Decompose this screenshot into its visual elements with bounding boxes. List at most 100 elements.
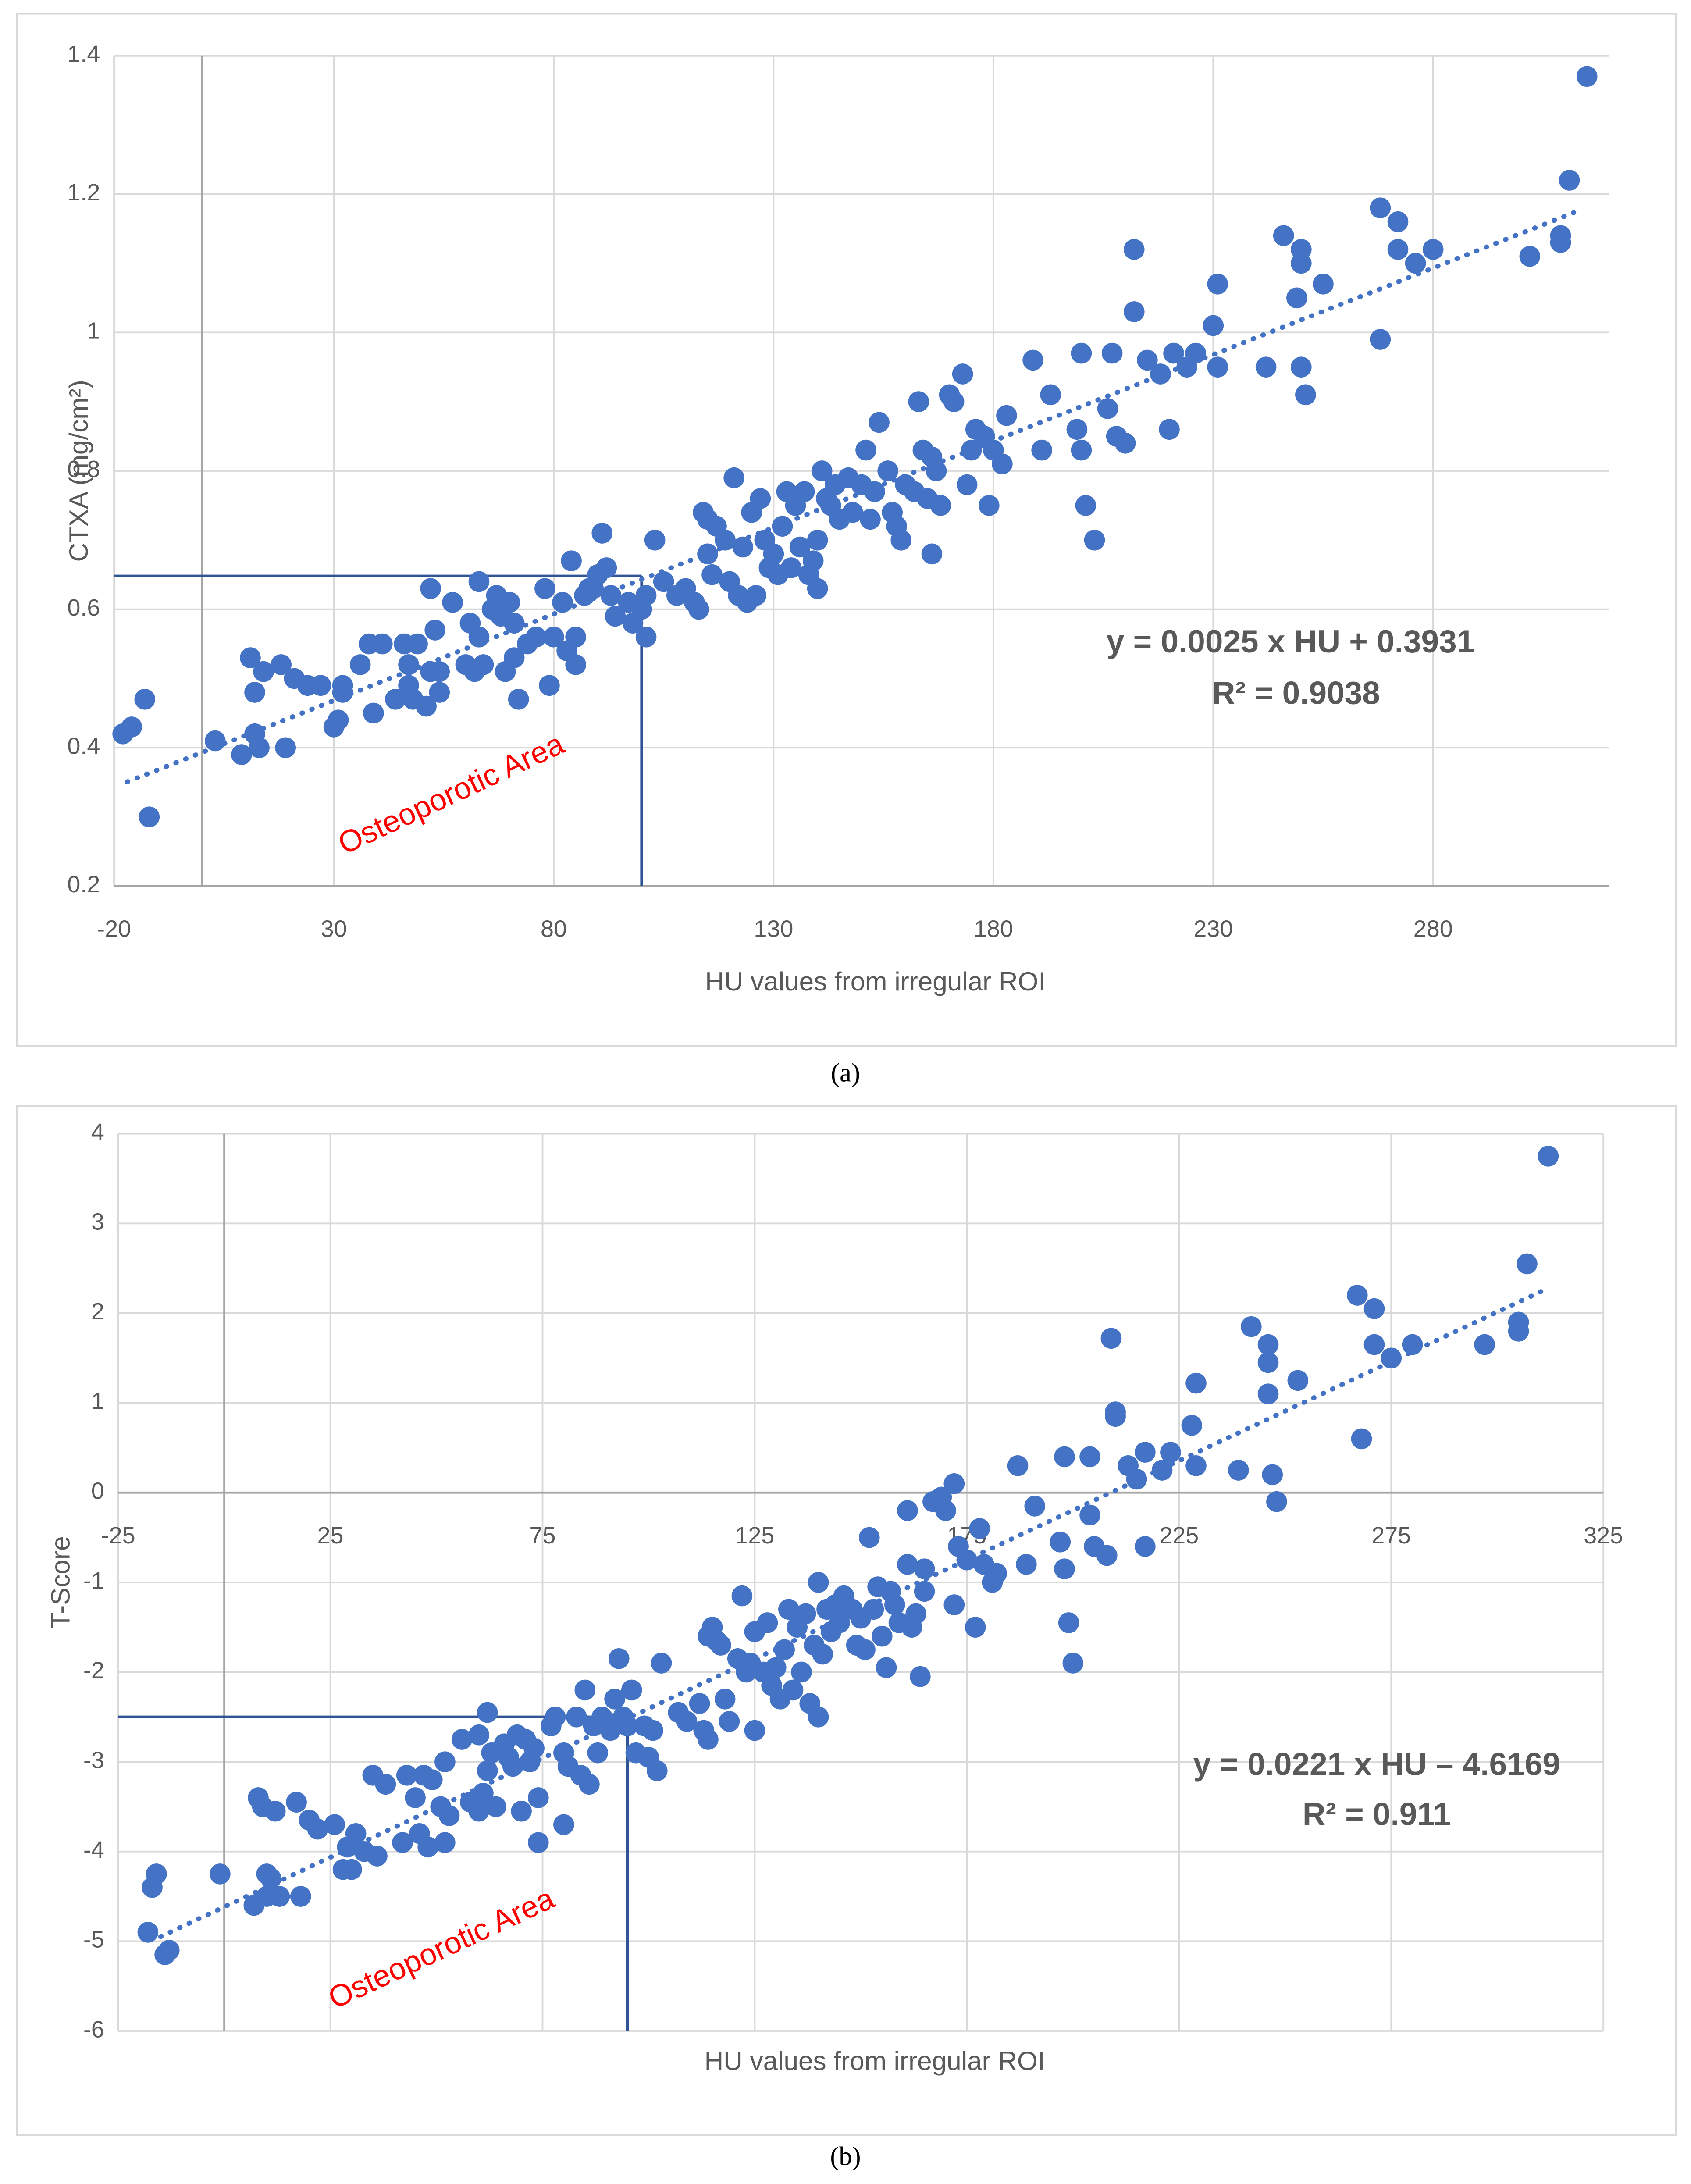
x-tick-label: 280 [1413,916,1453,942]
chart: -25 25 75 125 175 225 275 325-6-5-4-3-2-101234y… [46,1119,1623,2171]
point [561,550,582,571]
point [451,1729,473,1750]
point [935,1500,956,1521]
x-tick-label: 130 [754,916,793,942]
point [1351,1428,1372,1450]
point [842,502,863,523]
point [1024,1496,1046,1517]
point [1559,170,1580,191]
point [1040,384,1061,406]
point [780,557,802,578]
point [552,592,573,613]
point [139,806,160,827]
point [1071,342,1092,364]
point [1203,315,1224,336]
point [757,1612,778,1633]
point [956,474,978,495]
point [1123,301,1145,322]
point [1050,1531,1071,1553]
point [763,543,784,565]
point [477,1760,498,1781]
x-tick-label: 80 [541,916,567,942]
point [345,1823,367,1844]
point [854,1639,876,1660]
point [1387,211,1409,232]
point [908,391,929,412]
y-tick-label: -5 [83,1927,104,1953]
point [392,1832,413,1853]
point [511,1800,532,1822]
point [1295,384,1316,406]
point [290,1886,311,1907]
point [275,737,296,759]
point [897,1554,918,1575]
point [244,682,265,703]
y-tick-label: 0.4 [67,733,100,759]
point [434,1832,456,1853]
point [1007,1455,1029,1476]
point [1387,239,1409,260]
point [375,1774,396,1795]
point [996,405,1017,426]
point [808,1707,829,1728]
point [1363,1334,1385,1355]
x-tick-label: -25 [101,1522,135,1549]
point [398,654,419,675]
point [134,688,156,710]
point [1181,1414,1203,1436]
y-axis-title: T-Score [46,1536,75,1628]
point [553,1814,574,1835]
point [943,1473,965,1494]
point [1287,1370,1309,1391]
point [158,1940,180,1961]
y-tick-label: 0.6 [67,595,100,621]
point [534,578,555,599]
point [1313,273,1334,295]
x-tick-label: 125 [735,1522,774,1549]
point [434,1751,456,1772]
point [952,363,973,385]
equation: y = 0.0025 x HU + 0.3931 [1107,624,1475,659]
y-tick-label: 1 [91,1388,104,1414]
point [921,543,943,565]
point [1381,1347,1402,1369]
point [424,620,445,641]
point [877,460,898,481]
point [405,1787,426,1808]
point [264,1800,286,1822]
point [442,592,463,613]
point [789,536,811,558]
point [992,453,1013,474]
point [807,529,828,551]
point [523,1738,545,1759]
point [890,529,912,551]
point [653,571,674,592]
point [1096,1545,1118,1566]
point [965,1617,986,1638]
point [1550,225,1571,246]
point [1159,419,1180,440]
point [543,626,564,648]
point [731,1585,753,1607]
y-tick-label: -4 [83,1837,104,1863]
point [688,599,709,620]
point [1054,1558,1075,1579]
point [956,1549,978,1571]
point [1273,225,1294,246]
point [269,1886,290,1907]
point [807,578,828,599]
point [642,1720,663,1741]
point [503,647,525,668]
point [1266,1491,1287,1512]
point [979,495,1000,516]
point [778,1599,799,1620]
point [407,633,428,655]
x-axis-title: HU values from irregular ROI [705,2046,1045,2076]
point [566,1707,587,1728]
point [231,744,252,765]
y-axis-title: CTXA (mg/cm²) [64,380,93,562]
x-tick-label: 275 [1371,1522,1411,1549]
point [1257,1334,1279,1355]
point [1135,1536,1156,1557]
